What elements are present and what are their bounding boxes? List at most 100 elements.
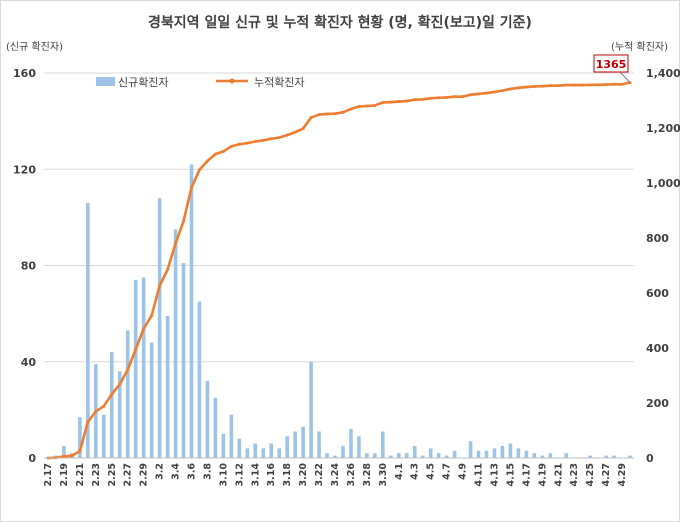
line-point — [221, 149, 225, 153]
callout-label: 1365 — [596, 58, 627, 71]
line-point — [325, 112, 329, 116]
line-point — [86, 420, 90, 424]
x-tick-label: 4.7 — [442, 463, 453, 480]
line-point — [174, 242, 178, 245]
x-tick-label: 3.2 — [155, 463, 166, 480]
bar — [221, 433, 226, 458]
x-tick-label: 4.25 — [585, 463, 596, 486]
x-tick-label: 3.8 — [202, 463, 213, 480]
x-tick-label: 3.26 — [346, 463, 357, 487]
line-point — [197, 168, 201, 172]
bar — [397, 453, 401, 458]
line-point — [70, 454, 74, 458]
line-point — [548, 84, 552, 88]
x-tick-label: 2.23 — [91, 463, 102, 486]
callout-box — [593, 54, 629, 73]
line-point — [317, 113, 321, 117]
last-value-callout: 1365 — [593, 54, 631, 83]
line-point — [205, 159, 209, 163]
bar — [309, 361, 313, 458]
line-point — [405, 99, 409, 103]
bar — [62, 445, 66, 458]
x-tick-label: 3.12 — [234, 463, 245, 486]
x-tick-label: 4.23 — [569, 463, 580, 486]
line-point — [349, 107, 353, 111]
line-point — [421, 97, 425, 101]
bar — [612, 455, 616, 458]
bar — [532, 453, 537, 458]
bar — [213, 397, 218, 458]
x-tick-label: 4.13 — [489, 463, 500, 486]
line-series-cumulative — [46, 81, 632, 460]
legend: 신규확진자 누적확진자 — [96, 76, 305, 89]
bar — [357, 436, 361, 458]
line-point — [285, 133, 289, 137]
right-tick-label: 800 — [646, 232, 669, 245]
right-axis-label: (누적 확진자) — [611, 41, 668, 53]
legend-marker-line — [229, 78, 235, 84]
bar — [245, 448, 250, 458]
line-point — [429, 96, 433, 100]
bar — [381, 431, 385, 458]
line-point — [381, 100, 385, 104]
bar — [261, 448, 266, 458]
bar — [301, 426, 305, 458]
right-tick-label: 200 — [646, 397, 669, 410]
line-point — [142, 327, 146, 331]
x-tick-label: 4.9 — [458, 463, 469, 480]
x-tick-label: 4.19 — [537, 463, 548, 486]
line-point — [333, 112, 337, 116]
line-point — [485, 91, 488, 95]
line-point — [158, 284, 162, 288]
legend-label-line: 누적확진자 — [254, 76, 305, 89]
line-point — [357, 105, 361, 109]
left-tick-label: 0 — [28, 452, 36, 465]
x-tick-label: 3.16 — [266, 463, 277, 487]
x-tick-label: 4.21 — [553, 463, 564, 486]
right-tick-label: 1,000 — [646, 177, 680, 190]
bar — [165, 316, 170, 458]
x-tick-label: 4.3 — [410, 463, 421, 480]
x-tick-label: 4.27 — [601, 463, 612, 486]
left-tick-label: 160 — [13, 67, 36, 80]
line-point — [213, 152, 217, 156]
bar — [349, 429, 353, 458]
bar — [492, 448, 497, 458]
x-tick-label: 3.22 — [314, 463, 325, 486]
line-point — [437, 96, 441, 100]
line-point — [580, 83, 584, 87]
x-tick-label: 2.27 — [123, 463, 134, 486]
line-point — [556, 84, 560, 88]
bar — [436, 453, 441, 458]
line-point — [389, 100, 393, 104]
x-tick-label: 3.30 — [378, 463, 389, 487]
bar — [181, 263, 186, 458]
line-point — [620, 82, 624, 86]
line-point — [540, 84, 544, 88]
bar — [125, 330, 130, 458]
left-axis-label: (신규 확진자) — [6, 41, 63, 53]
bar — [404, 453, 409, 458]
line-point — [341, 110, 345, 114]
x-tick-label: 2.17 — [43, 463, 54, 486]
line-point — [532, 84, 536, 88]
bar — [420, 455, 425, 458]
line-point — [309, 116, 313, 120]
x-tick-label: 2.19 — [59, 463, 70, 486]
bar — [157, 198, 162, 458]
bar — [484, 450, 489, 458]
line-point — [277, 136, 281, 140]
line-point — [524, 85, 528, 89]
line-point — [572, 83, 576, 87]
legend-label-bars: 신규확진자 — [118, 76, 169, 89]
line-point — [118, 382, 122, 386]
bar — [197, 301, 202, 458]
bar — [628, 455, 632, 458]
line-point — [301, 127, 305, 131]
line-point — [612, 82, 616, 86]
axes: 0 40 80 120 160 0 200 400 600 800 1,000 1,200 1,400 2… — [13, 67, 680, 486]
line-point — [245, 141, 249, 145]
bar — [109, 352, 114, 458]
bar — [277, 448, 281, 458]
